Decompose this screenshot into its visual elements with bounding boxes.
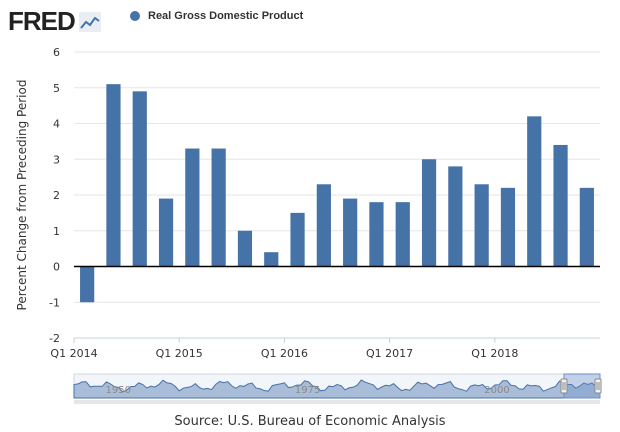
- y-tick-label: 5: [53, 82, 60, 95]
- bar[interactable]: [448, 166, 463, 267]
- navigator-year-label: 1950: [106, 385, 131, 396]
- y-tick-label: 0: [53, 261, 60, 274]
- bar[interactable]: [264, 252, 279, 267]
- bar[interactable]: [316, 184, 331, 267]
- y-tick-label: -1: [49, 296, 60, 309]
- bar[interactable]: [290, 212, 305, 267]
- bar[interactable]: [237, 230, 253, 267]
- navigator-selection[interactable]: [563, 373, 601, 399]
- navigator-handle-left[interactable]: [560, 378, 568, 394]
- x-tick-label: Q1 2017: [366, 347, 413, 360]
- y-axis-label: Percent Change from Preceding Period: [15, 80, 29, 311]
- x-tick-label: Q1 2014: [50, 347, 97, 360]
- bar[interactable]: [474, 184, 489, 267]
- bar[interactable]: [421, 159, 437, 267]
- navigator-handle-right[interactable]: [594, 378, 602, 394]
- bar[interactable]: [579, 187, 594, 267]
- legend-marker: [130, 11, 140, 21]
- bar[interactable]: [500, 187, 516, 267]
- bar[interactable]: [395, 202, 410, 267]
- bar[interactable]: [185, 148, 200, 267]
- y-tick-label: 6: [53, 46, 60, 59]
- navigator-year-label: 2000: [484, 385, 509, 396]
- bar[interactable]: [527, 116, 542, 267]
- bar[interactable]: [80, 266, 95, 303]
- source-note: Source: U.S. Bureau of Economic Analysis: [174, 414, 446, 429]
- fred-logo[interactable]: FRED: [8, 6, 101, 37]
- logo-text: FRED: [8, 6, 76, 36]
- bar[interactable]: [343, 198, 358, 267]
- fred-chart-icon: [78, 11, 101, 32]
- bar[interactable]: [158, 198, 174, 267]
- bar[interactable]: [211, 148, 226, 267]
- navigator-year-label: 1975: [295, 385, 320, 396]
- y-tick-label: -2: [49, 332, 60, 345]
- bar[interactable]: [132, 91, 147, 267]
- y-tick-label: 3: [53, 153, 60, 166]
- x-tick-label: Q1 2018: [471, 347, 518, 360]
- legend-label: Real Gross Domestic Product: [148, 10, 304, 22]
- navigator-scrollbar[interactable]: [74, 400, 600, 404]
- x-tick-label: Q1 2016: [261, 347, 308, 360]
- y-tick-label: 1: [53, 225, 60, 238]
- navigator-series: [73, 379, 601, 399]
- y-tick-label: 2: [53, 189, 60, 202]
- y-tick-label: 4: [53, 118, 60, 131]
- bar[interactable]: [106, 84, 121, 267]
- x-tick-label: Q1 2015: [156, 347, 203, 360]
- legend[interactable]: Real Gross Domestic Product: [130, 10, 303, 22]
- bar[interactable]: [369, 202, 384, 267]
- bar[interactable]: [553, 144, 568, 267]
